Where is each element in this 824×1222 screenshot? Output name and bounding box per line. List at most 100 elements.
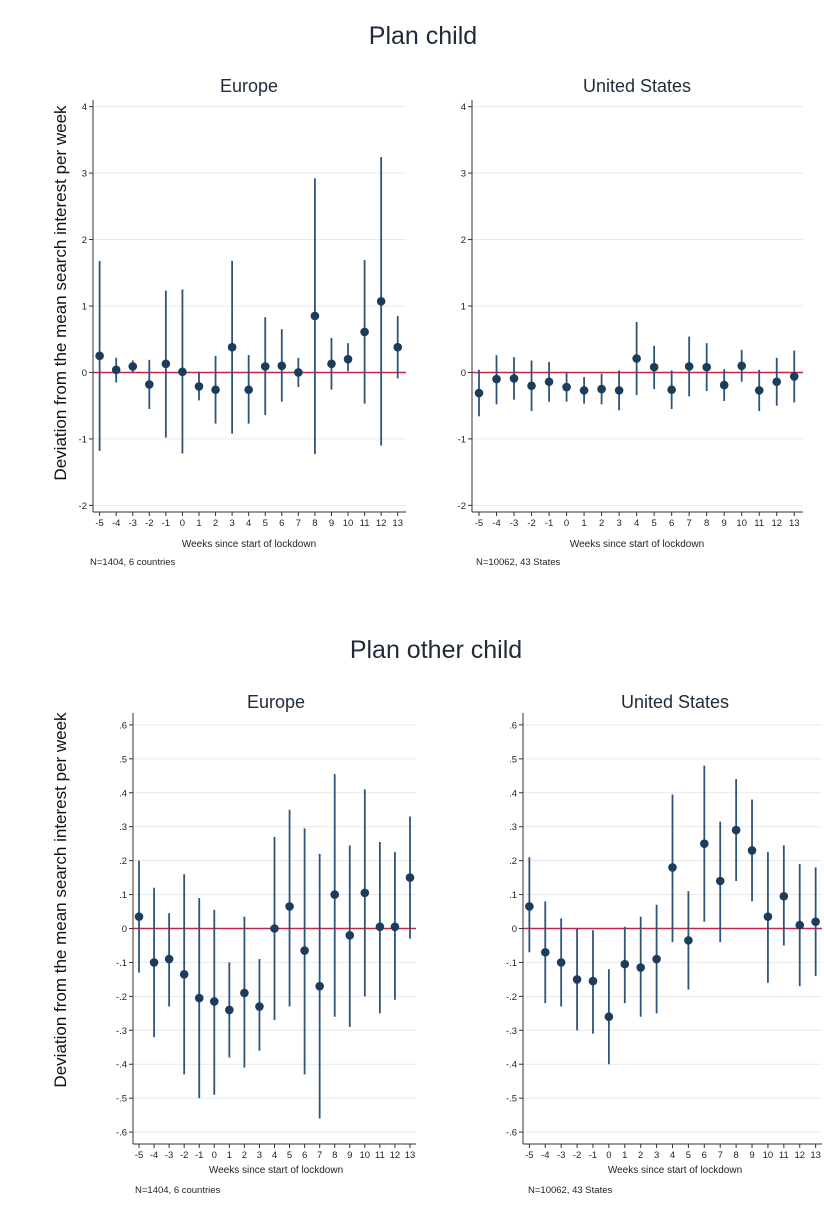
x-tick-label: 4 xyxy=(634,518,639,529)
point-estimate xyxy=(179,970,189,979)
x-tick-label: 9 xyxy=(749,1150,754,1161)
point-estimate xyxy=(474,388,484,398)
y-tick-label: -.6 xyxy=(116,1128,127,1139)
x-tick-label: -3 xyxy=(129,518,137,529)
point-estimate xyxy=(737,361,747,371)
point-estimate xyxy=(240,988,249,998)
x-tick-label: -2 xyxy=(180,1150,188,1161)
x-tick-label: 5 xyxy=(686,1150,691,1161)
y-tick-label: -2 xyxy=(79,501,87,512)
point-estimate xyxy=(789,372,799,381)
x-tick-label: 0 xyxy=(180,518,185,529)
point-estimate xyxy=(164,954,174,964)
x-tick-label: -2 xyxy=(145,518,153,529)
y-tick-label: 1 xyxy=(82,302,87,313)
point-estimate xyxy=(811,917,820,927)
point-estimate xyxy=(244,385,253,395)
x-tick-label: 13 xyxy=(810,1150,821,1161)
x-tick-label: -2 xyxy=(573,1150,581,1161)
point-estimate xyxy=(149,958,159,967)
y-axis-label-plan-other-child: Deviation from the mean search interest … xyxy=(51,712,70,1088)
x-tick-label: 12 xyxy=(376,518,387,529)
point-estimate xyxy=(719,380,729,390)
x-tick-label: -1 xyxy=(195,1150,203,1161)
point-estimate xyxy=(763,912,773,921)
point-estimate xyxy=(509,374,519,383)
point-estimate xyxy=(649,362,659,372)
x-tick-label: -5 xyxy=(135,1150,143,1161)
point-estimate xyxy=(636,963,645,972)
y-tick-label: -.5 xyxy=(116,1094,127,1105)
point-estimate xyxy=(330,890,340,899)
x-tick-label: 6 xyxy=(279,518,284,529)
section-title-plan-other-child: Plan other child xyxy=(350,636,522,664)
point-estimate xyxy=(747,846,757,855)
x-tick-label: 10 xyxy=(343,518,354,529)
section-plan-other-child: Plan other child Deviation from the mean… xyxy=(51,636,822,1196)
x-tick-label: 8 xyxy=(312,518,317,529)
x-tick-label: 12 xyxy=(794,1150,805,1161)
sample-note: N=1404, 6 countries xyxy=(90,557,176,568)
panel-title: United States xyxy=(583,76,691,96)
x-tick-label: 2 xyxy=(242,1150,247,1161)
y-tick-label: 4 xyxy=(461,102,466,113)
y-tick-label: 0 xyxy=(82,368,87,379)
x-tick-label: -5 xyxy=(475,518,483,529)
point-estimate xyxy=(360,888,370,898)
y-tick-label: -1 xyxy=(458,434,466,445)
panel-title: Europe xyxy=(220,76,278,96)
x-tick-label: 2 xyxy=(638,1150,643,1161)
y-tick-label: -.1 xyxy=(116,958,127,969)
x-tick-label: -3 xyxy=(165,1150,173,1161)
y-tick-label: .1 xyxy=(119,890,127,901)
y-tick-label: 0 xyxy=(461,368,466,379)
point-estimate xyxy=(731,825,741,835)
point-estimate xyxy=(375,922,385,932)
x-tick-label: 9 xyxy=(347,1150,352,1161)
point-estimate xyxy=(795,920,805,930)
y-tick-label: -2 xyxy=(458,501,466,512)
x-tick-label: -4 xyxy=(112,518,120,529)
section-plan-child: Plan child Deviation from the mean searc… xyxy=(51,22,803,568)
x-tick-label: 5 xyxy=(263,518,268,529)
point-estimate xyxy=(405,873,415,882)
y-tick-label: .3 xyxy=(119,822,127,833)
sample-note: N=10062, 43 States xyxy=(476,557,560,568)
x-axis-label: Weeks since start of lockdown xyxy=(209,1165,343,1176)
x-tick-label: 4 xyxy=(670,1150,675,1161)
point-estimate xyxy=(161,359,171,369)
panel-title: United States xyxy=(621,692,729,712)
x-tick-label: 12 xyxy=(771,518,782,529)
panel-plan-other-child-united-states: United States -.6 -.5 -.4 -.3 -.2 -.1 0 .1 .2 .3.… xyxy=(506,692,822,1196)
point-estimate xyxy=(393,342,403,352)
point-estimate xyxy=(702,362,711,372)
point-estimate xyxy=(227,342,237,352)
x-tick-label: 7 xyxy=(296,518,301,529)
point-estimate xyxy=(772,377,782,387)
point-estimate xyxy=(652,954,661,964)
point-estimate xyxy=(390,922,400,932)
x-tick-label: -4 xyxy=(541,1150,549,1161)
y-tick-label: 4 xyxy=(82,102,87,113)
x-tick-label: -5 xyxy=(525,1150,533,1161)
y-tick-label: .4 xyxy=(509,788,517,799)
point-estimate xyxy=(779,891,789,901)
point-estimate xyxy=(277,361,287,371)
point-estimate xyxy=(754,386,764,395)
y-tick-label: .6 xyxy=(119,720,127,731)
x-tick-label: 2 xyxy=(599,518,604,529)
x-tick-label: 13 xyxy=(392,518,403,529)
point-estimate xyxy=(300,946,309,955)
point-estimate xyxy=(544,377,554,387)
y-tick-label: -.3 xyxy=(116,1026,127,1037)
x-tick-label: -1 xyxy=(545,518,553,529)
y-tick-label: -.2 xyxy=(506,992,517,1003)
y-tick-label: -1 xyxy=(79,434,87,445)
point-estimate xyxy=(579,386,589,395)
x-tick-label: 4 xyxy=(272,1150,277,1161)
